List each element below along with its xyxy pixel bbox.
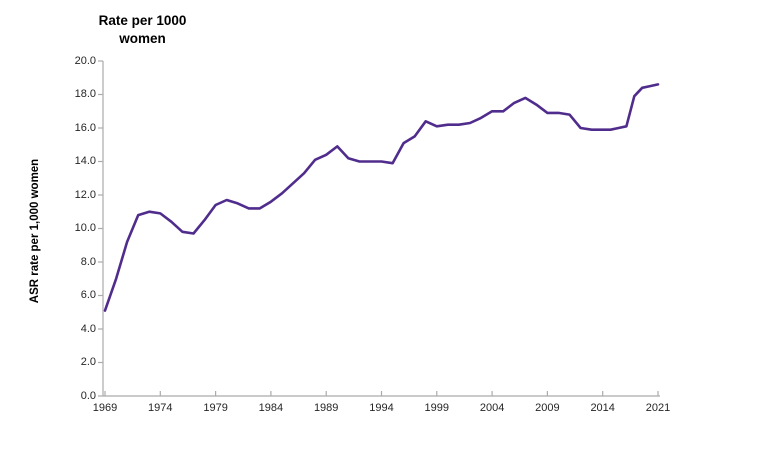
x-axis-tick-label: 1999: [424, 402, 450, 414]
x-axis-tick-label: 2014: [590, 402, 615, 414]
y-axis-tick-label: 2.0: [80, 356, 96, 368]
y-axis-tick-label: 20.0: [74, 54, 96, 67]
y-axis-tick-label: 12.0: [74, 188, 96, 201]
y-axis-tick-label: 14.0: [74, 155, 96, 167]
y-axis-tick-label: 18.0: [74, 88, 96, 100]
y-axis-title: ASR rate per 1,000 women: [29, 158, 41, 304]
y-axis-tick-label: 4.0: [80, 322, 96, 335]
chart-title-line1: Rate per 1000: [98, 13, 187, 28]
x-axis-tick-label: 1969: [92, 402, 118, 414]
y-axis-tick-label: 6.0: [80, 289, 96, 301]
y-axis-tick-label: 8.0: [80, 255, 96, 268]
chart-title: Rate per 1000 women: [75, 12, 210, 47]
chart-title-line2: women: [119, 30, 166, 46]
x-axis-tick-label: 1989: [313, 402, 339, 414]
x-axis-tick-label: 2021: [645, 402, 671, 414]
x-axis-tick-label: 1974: [148, 402, 173, 414]
x-axis-tick-label: 1994: [369, 402, 394, 414]
x-axis-tick-label: 2009: [535, 402, 560, 414]
x-axis-tick-label: 1984: [258, 402, 284, 414]
x-axis-tick-label: 2004: [479, 402, 505, 414]
y-axis-tick-label: 0.0: [80, 389, 96, 402]
x-axis-tick-label: 1979: [203, 402, 228, 414]
y-axis-tick-label: 16.0: [74, 121, 96, 134]
y-axis-tick-label: 10.0: [74, 222, 96, 234]
asr-rate-trend-line: [103, 83, 660, 312]
